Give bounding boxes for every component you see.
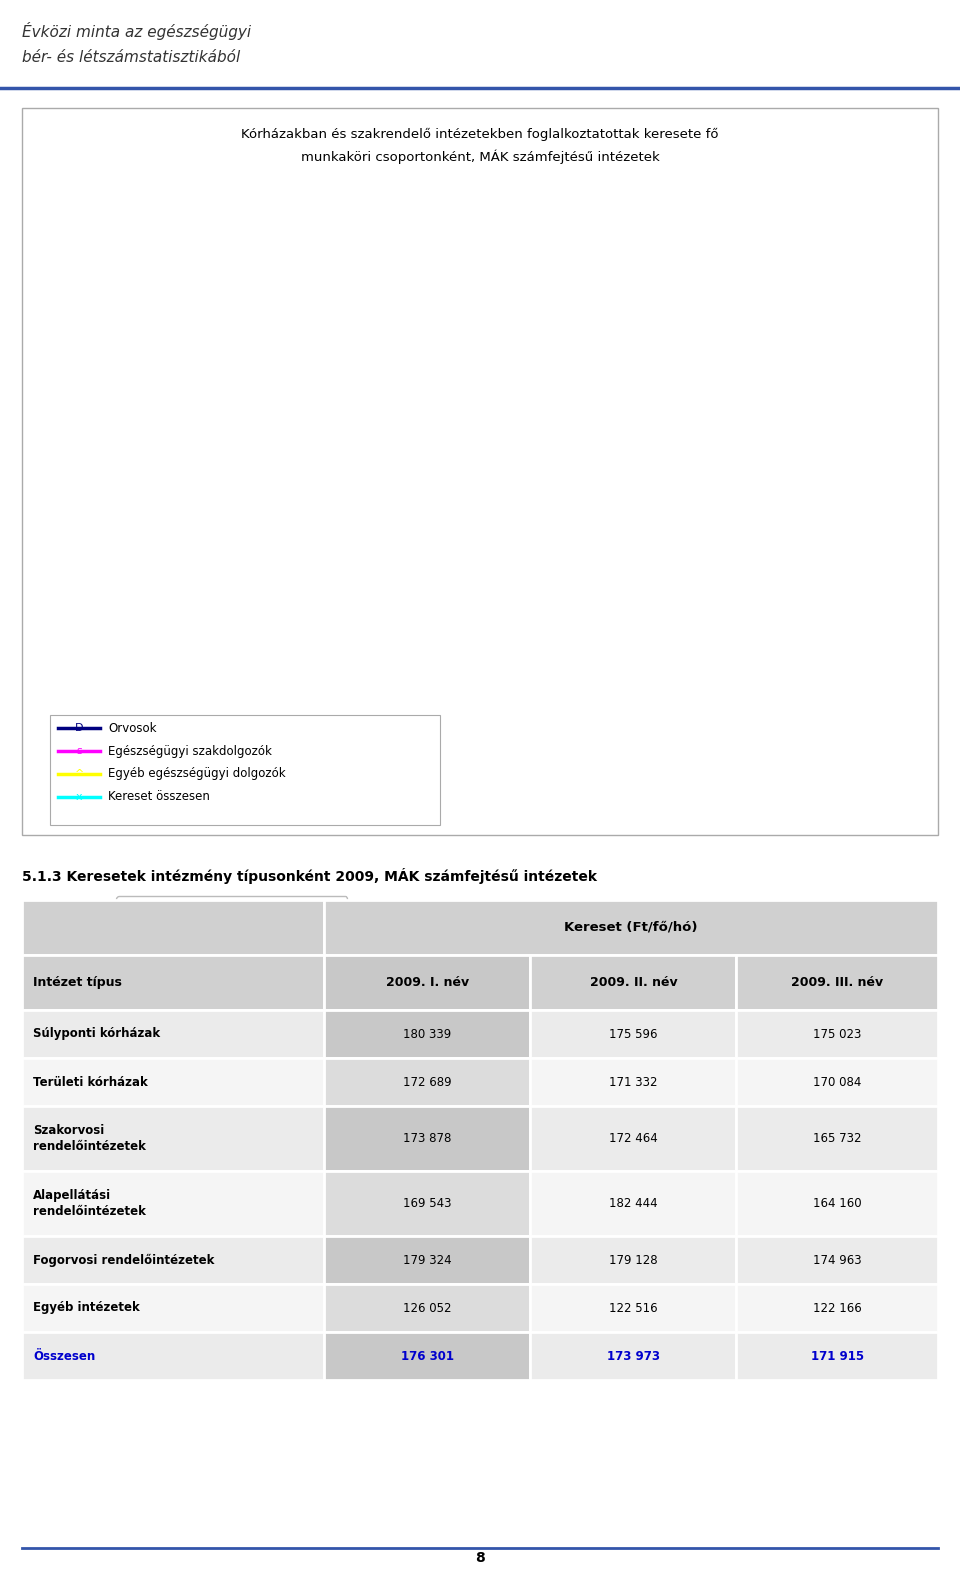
Text: 171 915: 171 915 <box>810 1349 864 1362</box>
Bar <box>530 1236 736 1284</box>
Text: Területi kórházak: Területi kórházak <box>33 1076 148 1088</box>
Bar <box>324 1171 530 1236</box>
Text: Kórházakban és szakrendelő intézetekben foglalkoztatottak keresete fő: Kórházakban és szakrendelő intézetekben … <box>241 127 719 142</box>
Text: Orvosok: Orvosok <box>108 721 156 735</box>
Bar <box>324 1332 530 1379</box>
Text: 179 128: 179 128 <box>609 1254 658 1266</box>
Bar <box>736 1236 938 1284</box>
Text: 172 689: 172 689 <box>403 1076 451 1088</box>
Text: 126 052: 126 052 <box>403 1301 451 1314</box>
Bar <box>324 1058 530 1106</box>
Text: 176 301: 176 301 <box>401 1349 454 1362</box>
Bar <box>736 1284 938 1332</box>
Bar <box>324 955 530 1010</box>
Bar <box>324 1236 530 1284</box>
Text: 174 963: 174 963 <box>813 1254 861 1266</box>
Text: 2009. II. név: 2009. II. név <box>589 975 677 990</box>
Bar <box>22 955 324 1010</box>
Text: Fogorvosi rendelőintézetek: Fogorvosi rendelőintézetek <box>33 1254 214 1266</box>
Bar <box>530 1010 736 1058</box>
Bar <box>530 955 736 1010</box>
Text: 173 973: 173 973 <box>607 1349 660 1362</box>
Text: 122 516: 122 516 <box>609 1301 658 1314</box>
Bar <box>736 1332 938 1379</box>
Bar <box>22 1171 324 1236</box>
Bar <box>22 1010 324 1058</box>
Text: 182 444: 182 444 <box>609 1196 658 1211</box>
Bar <box>22 1284 324 1332</box>
Text: Szakorvosi
rendelőintézetek: Szakorvosi rendelőintézetek <box>33 1123 146 1153</box>
Text: 8: 8 <box>475 1551 485 1566</box>
Bar <box>736 1010 938 1058</box>
Bar <box>530 1284 736 1332</box>
Text: 180 339: 180 339 <box>403 1028 451 1041</box>
Text: 175 023: 175 023 <box>813 1028 861 1041</box>
Legend: Orvosok, Egészségügyi szakdolgozók, Egyéb egészségügyi dolgozók, Kereset összese: Orvosok, Egészségügyi szakdolgozók, Egyé… <box>116 896 348 980</box>
Text: 170 084: 170 084 <box>813 1076 861 1088</box>
Text: 179 324: 179 324 <box>403 1254 451 1266</box>
Text: Összesen: Összesen <box>33 1349 95 1362</box>
Bar <box>736 1171 938 1236</box>
Bar <box>530 1106 736 1171</box>
Text: Kereset összesen: Kereset összesen <box>108 791 210 803</box>
Text: 5.1.3 Keresetek intézmény típusonként 2009, MÁK számfejtésű intézetek: 5.1.3 Keresetek intézmény típusonként 20… <box>22 869 597 885</box>
Bar <box>530 1058 736 1106</box>
Text: Súlyponti kórházak: Súlyponti kórházak <box>33 1028 160 1041</box>
Text: 171 332: 171 332 <box>610 1076 658 1088</box>
Text: 175 596: 175 596 <box>610 1028 658 1041</box>
Text: 2009. I. név: 2009. I. név <box>386 975 468 990</box>
Text: Egészségügyi szakdolgozók: Egészségügyi szakdolgozók <box>108 745 272 757</box>
Text: 164 160: 164 160 <box>813 1196 861 1211</box>
Text: Egyéb intézetek: Egyéb intézetek <box>33 1301 140 1314</box>
Text: Kereset (Ft/fő/hó): Kereset (Ft/fő/hó) <box>564 921 698 934</box>
Text: Egyéb egészségügyi dolgozók: Egyéb egészségügyi dolgozók <box>108 767 286 781</box>
Bar <box>22 1332 324 1379</box>
Bar <box>324 1284 530 1332</box>
Text: 172 464: 172 464 <box>609 1133 658 1146</box>
Text: Évközi minta az egészségügyi: Évközi minta az egészségügyi <box>22 22 252 40</box>
Text: 173 878: 173 878 <box>403 1133 451 1146</box>
Bar <box>736 955 938 1010</box>
Bar <box>324 1106 530 1171</box>
Bar <box>530 1171 736 1236</box>
Text: D: D <box>75 722 84 733</box>
Bar <box>324 901 938 955</box>
Text: Alapellátási
rendelőintézetek: Alapellátási rendelőintézetek <box>33 1188 146 1219</box>
Text: munkaköri csoportonként, MÁK számfejtésű intézetek: munkaköri csoportonként, MÁK számfejtésű… <box>300 150 660 164</box>
Text: 2009. III. név: 2009. III. név <box>791 975 883 990</box>
Bar <box>530 1332 736 1379</box>
Bar <box>324 1010 530 1058</box>
Y-axis label: Kereset (Ft/fő/hó): Kereset (Ft/fő/hó) <box>852 396 861 493</box>
Text: 165 732: 165 732 <box>813 1133 861 1146</box>
Bar <box>736 1106 938 1171</box>
Bar <box>736 1058 938 1106</box>
Bar <box>22 1058 324 1106</box>
Text: 122 166: 122 166 <box>813 1301 862 1314</box>
Bar <box>22 1236 324 1284</box>
Text: x: x <box>76 792 83 802</box>
Text: s: s <box>76 746 82 756</box>
Text: bér- és létszámstatisztikából: bér- és létszámstatisztikából <box>22 49 240 65</box>
Bar <box>22 1106 324 1171</box>
Text: ^: ^ <box>74 768 84 780</box>
Bar <box>22 901 324 955</box>
Text: 169 543: 169 543 <box>403 1196 451 1211</box>
Text: Intézet típus: Intézet típus <box>33 975 122 990</box>
